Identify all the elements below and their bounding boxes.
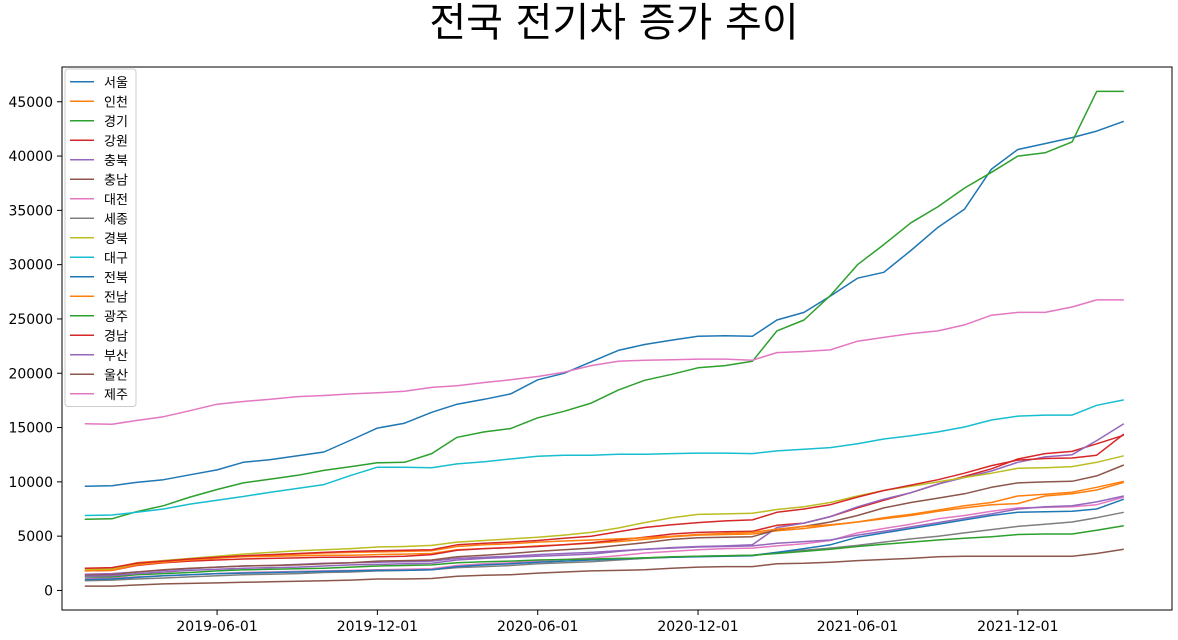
y-tick-label: 15000 bbox=[8, 421, 53, 437]
y-tick-label: 5000 bbox=[17, 529, 53, 545]
series-line-2 bbox=[84, 481, 1125, 570]
chart-title: 전국 전기차 증가 추이 bbox=[429, 0, 798, 46]
x-tick-label: 2020-12-01 bbox=[657, 619, 738, 635]
series-line-17 bbox=[84, 299, 1124, 426]
series-line-9 bbox=[84, 455, 1124, 571]
series-line-15 bbox=[84, 495, 1124, 578]
series-line-14 bbox=[84, 433, 1125, 569]
series-line-11 bbox=[84, 498, 1125, 581]
series-line-3 bbox=[84, 90, 1124, 521]
series-line-16 bbox=[84, 548, 1124, 587]
y-tick-label: 45000 bbox=[8, 95, 53, 111]
y-axis: 0 5000 10000 15000 20000 25000 30000 35000 40000… bbox=[8, 95, 62, 599]
x-tick-label: 2019-06-01 bbox=[176, 619, 257, 635]
series-line-8 bbox=[84, 511, 1124, 582]
legend-label: 경기 bbox=[104, 115, 128, 130]
series-line-4 bbox=[84, 434, 1125, 572]
legend-label: 인천 bbox=[104, 95, 128, 110]
series-line-1 bbox=[84, 120, 1125, 487]
x-tick-label: 2019-12-01 bbox=[337, 619, 418, 635]
legend-label: 세종 bbox=[104, 212, 128, 227]
series-layer bbox=[84, 90, 1125, 587]
x-tick-label: 2020-06-01 bbox=[497, 619, 578, 635]
legend-label: 대구 bbox=[104, 251, 128, 266]
x-axis: 2019-06-01 2019-12-01 2020-06-01 2020-12-01… bbox=[176, 610, 1058, 635]
legend-label: 충북 bbox=[104, 154, 128, 169]
legend-label: 경북 bbox=[104, 232, 128, 247]
legend-label: 전북 bbox=[104, 271, 128, 286]
legend-label: 강원 bbox=[104, 134, 128, 149]
y-tick-label: 0 bbox=[44, 583, 53, 599]
series-line-13 bbox=[84, 525, 1124, 578]
legend-label: 전남 bbox=[104, 290, 128, 305]
y-tick-label: 40000 bbox=[8, 149, 53, 165]
series-line-5 bbox=[84, 423, 1125, 575]
y-tick-label: 30000 bbox=[8, 258, 53, 274]
legend-label: 제주 bbox=[104, 388, 128, 403]
y-tick-label: 20000 bbox=[8, 366, 53, 382]
y-tick-label: 25000 bbox=[8, 312, 53, 328]
x-tick-label: 2021-12-01 bbox=[977, 619, 1058, 635]
legend-label: 대전 bbox=[104, 193, 128, 208]
x-tick-label: 2021-06-01 bbox=[817, 619, 898, 635]
plot-frame bbox=[61, 66, 1173, 611]
series-line-6 bbox=[84, 464, 1125, 576]
legend-label: 울산 bbox=[104, 368, 128, 383]
legend-label: 경남 bbox=[104, 329, 128, 344]
y-tick-label: 10000 bbox=[8, 475, 53, 491]
legend-label: 광주 bbox=[104, 310, 128, 325]
legend-label: 부산 bbox=[104, 349, 128, 364]
y-tick-label: 35000 bbox=[8, 203, 53, 219]
legend-label: 서울 bbox=[104, 76, 128, 91]
series-line-10 bbox=[84, 399, 1124, 517]
legend-label: 충남 bbox=[104, 173, 128, 188]
legend-box bbox=[64, 68, 137, 407]
